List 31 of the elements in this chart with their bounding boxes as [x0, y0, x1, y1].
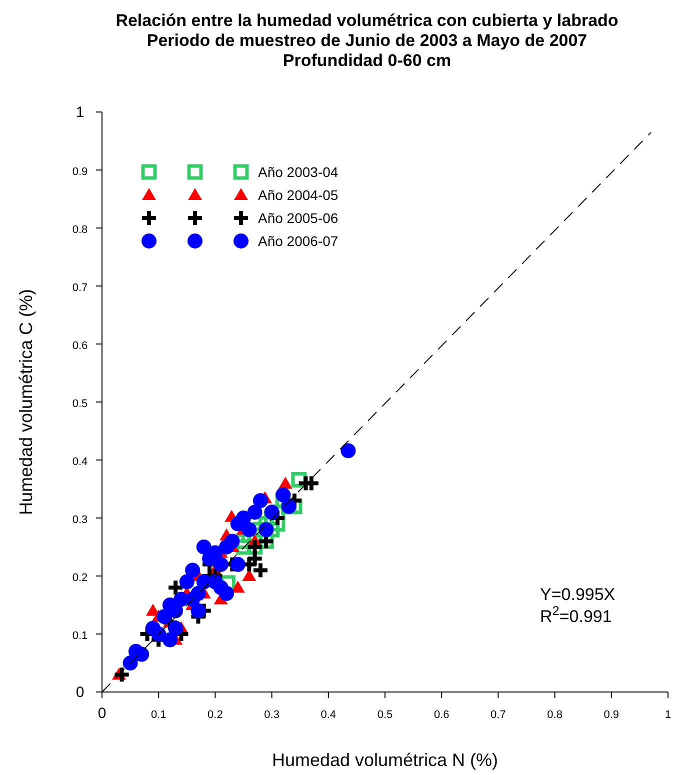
- legend-label: Año 2006-07: [258, 233, 338, 249]
- y-tick-label: 0.8: [72, 224, 88, 236]
- x-tick-label: 0.4: [320, 709, 336, 721]
- y-tick-label: 0.3: [72, 514, 88, 526]
- x-axis-title: Humedad volumétrica N (%): [272, 750, 498, 770]
- x-tick-label: 0.7: [490, 709, 506, 721]
- x-tick-label: 0: [98, 705, 106, 722]
- x-tick-label: 0.1: [150, 709, 166, 721]
- annotation: Y=0.995X: [540, 585, 616, 604]
- y-axis-title: Humedad volumétrica C (%): [16, 288, 36, 516]
- y-tick-label: 0.4: [72, 456, 88, 468]
- y-tick-label: 0.6: [72, 340, 88, 352]
- y-tick-label: 1: [76, 104, 84, 121]
- chart-title: Relación entre la humedad volumétrica con cubierta y labrado Periodo de muestreo de Junio de 2003 a Mayo de 2007 Profundidad 0-60 cm: [116, 11, 618, 70]
- y-tick-label: 0.9: [72, 166, 88, 178]
- x-tick-label: 0.3: [264, 709, 280, 721]
- x-tick-label: 0.5: [377, 709, 393, 721]
- annotation: R$^{2}$=0.991: [540, 602, 612, 626]
- y-tick-label: 0.5: [72, 398, 88, 410]
- legend-label: Año 2004-05: [258, 187, 338, 203]
- legend-label: Año 2003-04: [258, 164, 338, 180]
- y-tick-label: 0.2: [72, 572, 88, 584]
- x-tick-label: 0.9: [604, 709, 620, 721]
- x-tick-label: 0.8: [547, 709, 562, 721]
- legend-label: Año 2005-06: [258, 210, 338, 226]
- x-tick-label: 1: [664, 709, 672, 721]
- y-tick-label: 0.1: [72, 630, 88, 642]
- y-tick-label: 0: [76, 684, 84, 701]
- x-tick-label: 0.2: [208, 709, 223, 721]
- x-tick-label: 0.6: [434, 709, 450, 721]
- y-tick-label: 0.7: [72, 282, 88, 294]
